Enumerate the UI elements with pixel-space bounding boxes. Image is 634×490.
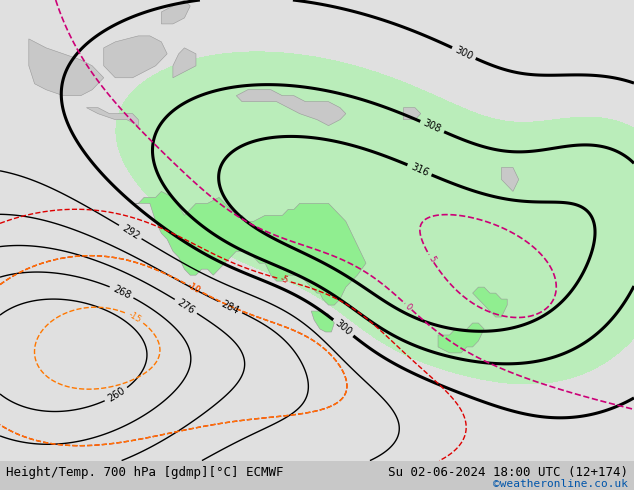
Text: 260: 260	[106, 386, 127, 404]
Polygon shape	[173, 48, 196, 78]
Polygon shape	[236, 90, 346, 125]
Text: 5: 5	[426, 254, 437, 263]
Text: 316: 316	[409, 162, 430, 178]
Polygon shape	[403, 108, 421, 120]
Text: 276: 276	[176, 297, 197, 316]
Text: Height/Temp. 700 hPa [gdmp][°C] ECMWF: Height/Temp. 700 hPa [gdmp][°C] ECMWF	[6, 466, 284, 479]
Polygon shape	[438, 323, 484, 353]
Polygon shape	[104, 36, 167, 78]
Text: 300: 300	[453, 45, 474, 62]
Text: -5: -5	[279, 274, 290, 286]
Polygon shape	[86, 108, 138, 125]
Text: -15: -15	[127, 310, 143, 325]
Polygon shape	[311, 311, 334, 332]
Text: 268: 268	[111, 284, 133, 301]
Text: 308: 308	[422, 118, 443, 135]
Polygon shape	[136, 192, 366, 305]
Text: 292: 292	[120, 223, 141, 241]
Polygon shape	[29, 39, 104, 96]
Polygon shape	[472, 287, 507, 317]
Text: -10: -10	[186, 281, 202, 295]
Text: 284: 284	[220, 298, 241, 316]
Text: ©weatheronline.co.uk: ©weatheronline.co.uk	[493, 479, 628, 489]
Polygon shape	[162, 0, 190, 24]
Text: Su 02-06-2024 18:00 UTC (12+174): Su 02-06-2024 18:00 UTC (12+174)	[387, 466, 628, 479]
Text: -10: -10	[186, 281, 202, 295]
Polygon shape	[501, 168, 519, 192]
Text: 300: 300	[333, 318, 354, 338]
Text: 0: 0	[403, 302, 413, 312]
